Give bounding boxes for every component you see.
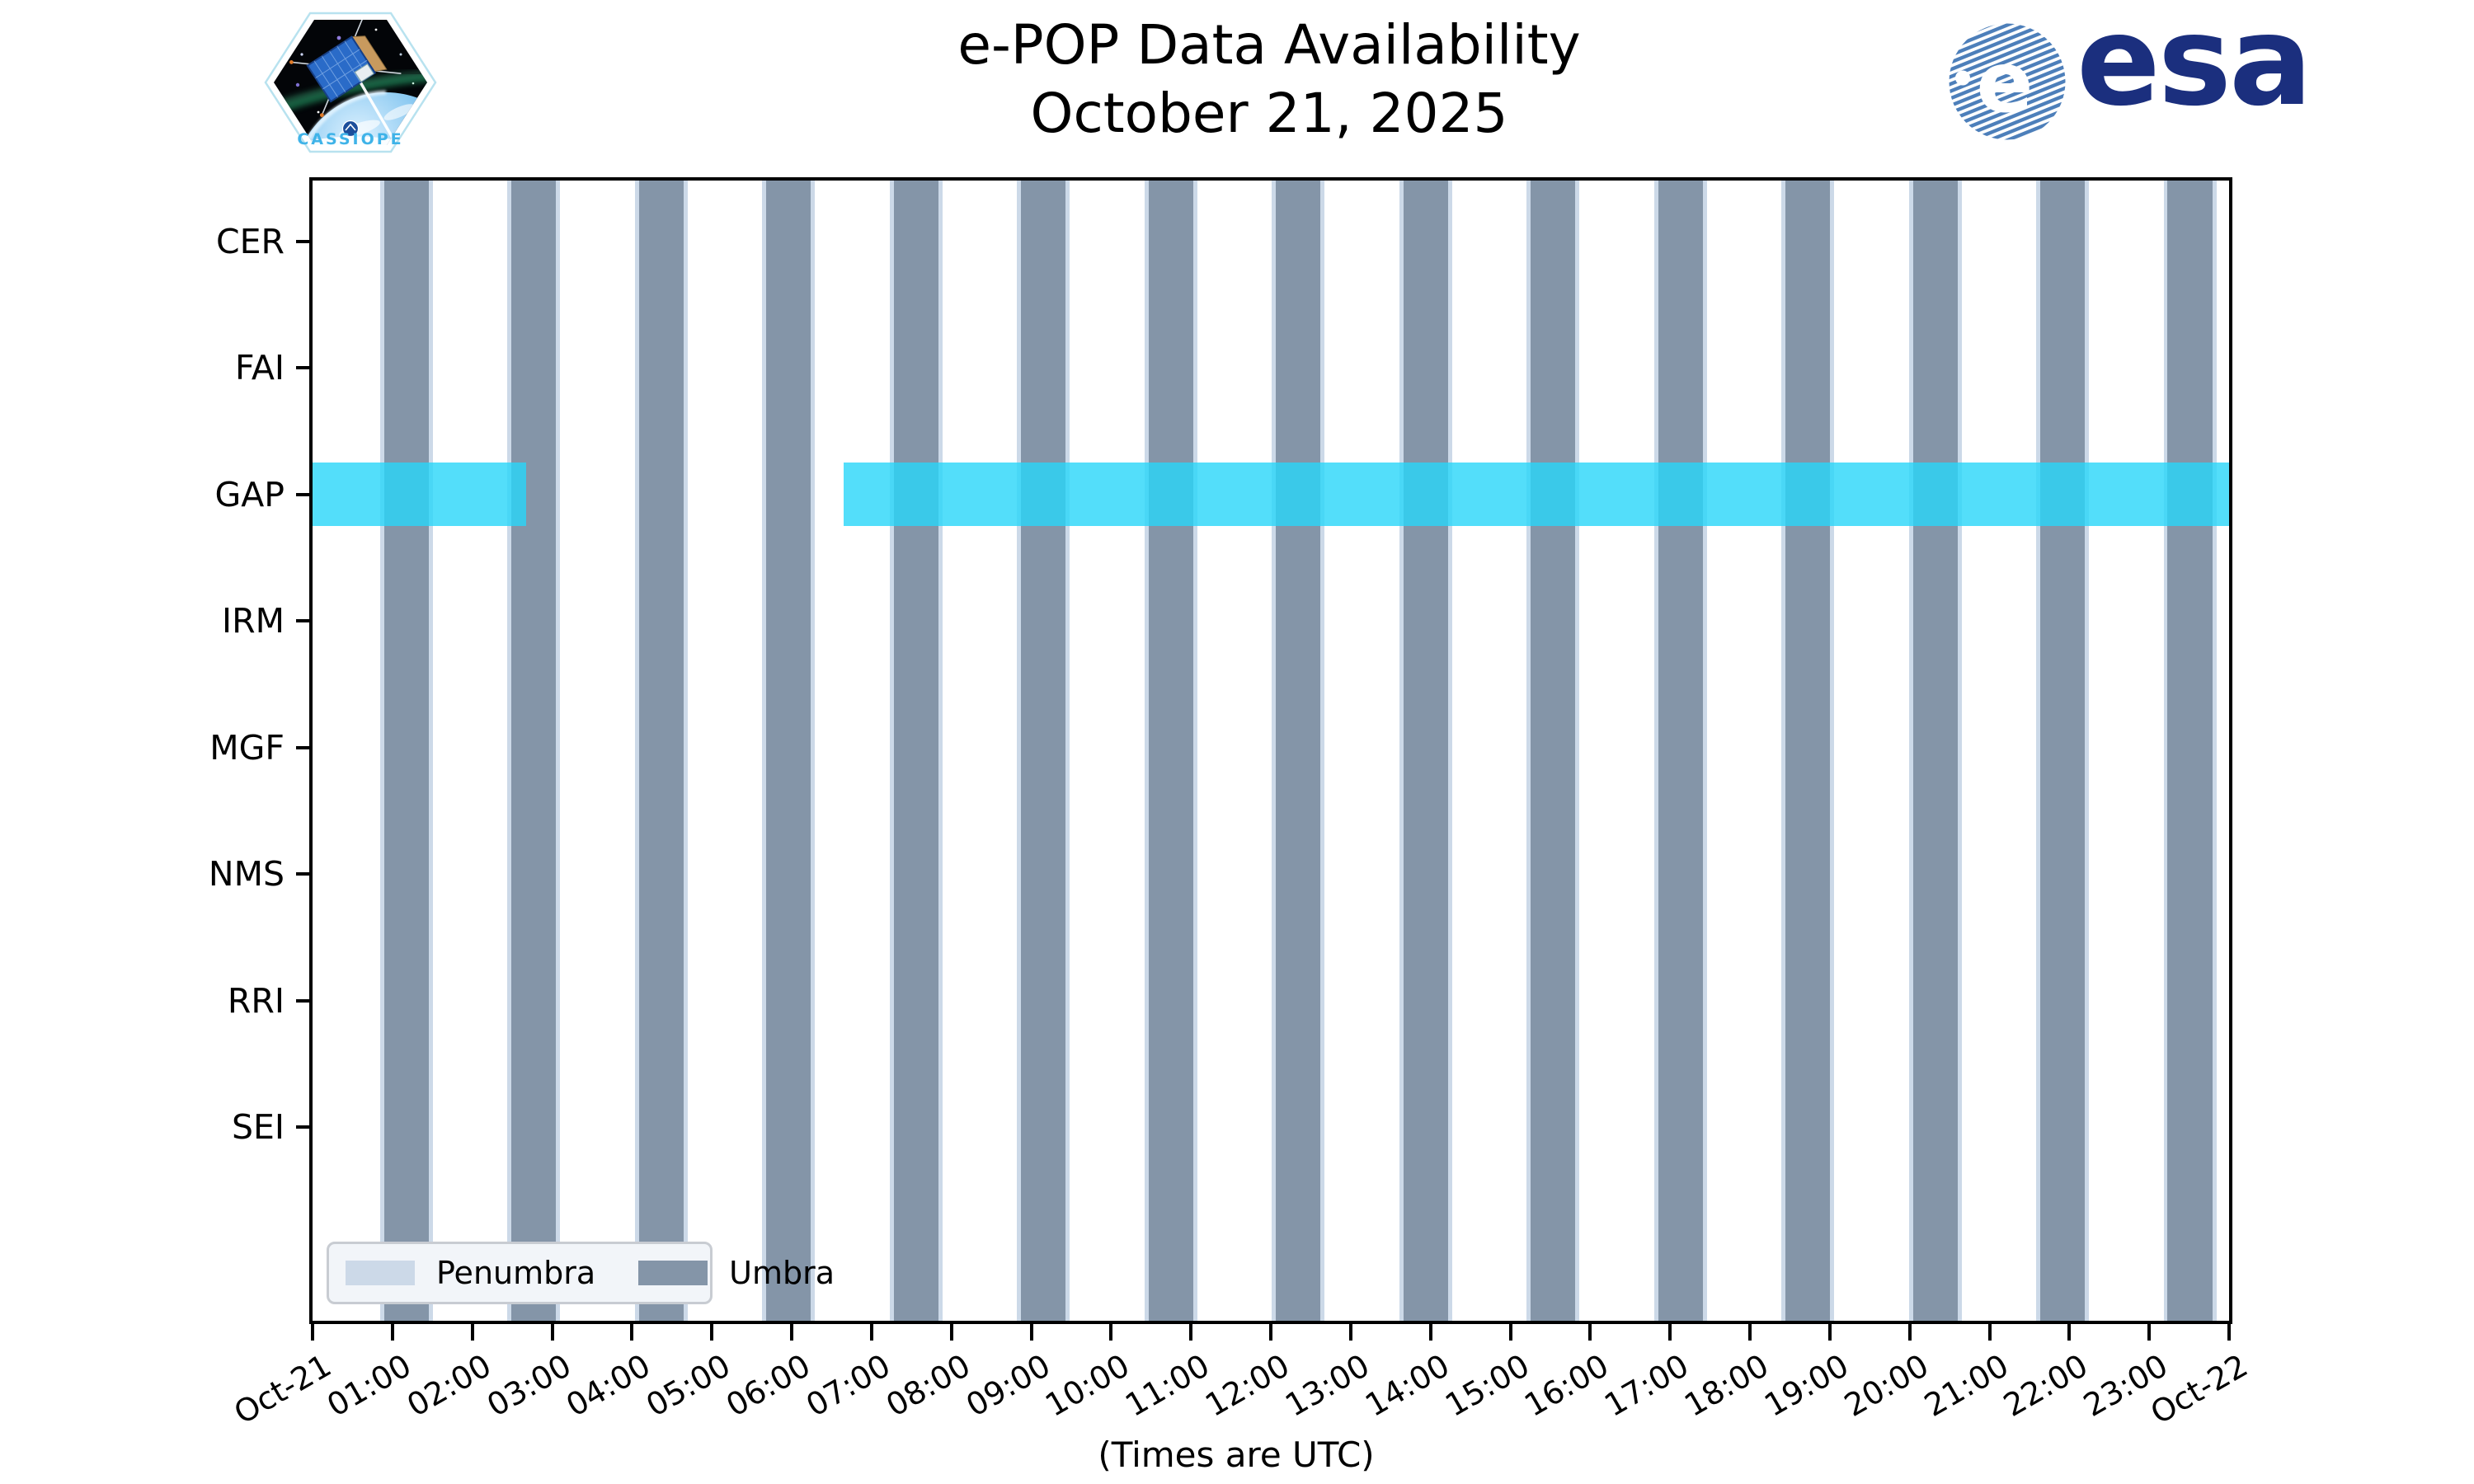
x-tick-label: 07:00 <box>799 1347 896 1424</box>
umbra-bar <box>1403 181 1448 1321</box>
x-tick <box>1508 1324 1512 1341</box>
x-tick-label: 17:00 <box>1598 1347 1696 1424</box>
x-tick <box>1428 1324 1432 1341</box>
umbra-bar <box>511 181 557 1321</box>
x-tick <box>1987 1324 1992 1341</box>
x-tick-label: 20:00 <box>1837 1347 1935 1424</box>
x-tick-label: 02:00 <box>400 1347 497 1424</box>
y-tick <box>296 1125 309 1129</box>
y-tick <box>296 619 309 623</box>
x-tick-label: 01:00 <box>320 1347 417 1424</box>
y-tick-label: RRI <box>227 980 285 1021</box>
x-tick <box>1588 1324 1592 1341</box>
x-tick <box>550 1324 554 1341</box>
x-tick <box>630 1324 634 1341</box>
x-tick <box>1109 1324 1113 1341</box>
umbra-bar <box>1658 181 1703 1321</box>
umbra-bar <box>1530 181 1575 1321</box>
x-tick-label: Oct-21 <box>228 1347 337 1431</box>
x-tick <box>1748 1324 1752 1341</box>
penumbra-legend-swatch <box>346 1261 415 1285</box>
x-tick-label: 05:00 <box>640 1347 737 1424</box>
x-tick <box>1348 1324 1352 1341</box>
x-tick-label: 19:00 <box>1757 1347 1855 1424</box>
y-tick <box>296 240 309 243</box>
x-tick-label: 11:00 <box>1119 1347 1216 1424</box>
y-tick <box>296 492 309 496</box>
y-tick-label: CER <box>215 222 285 261</box>
x-tick-label: 10:00 <box>1039 1347 1136 1424</box>
esa-logo: e esa <box>1948 0 2443 158</box>
x-tick-label: 03:00 <box>480 1347 577 1424</box>
x-tick <box>1907 1324 1912 1341</box>
page-title: e-POP Data Availability October 21, 2025 <box>957 12 1580 148</box>
y-tick <box>296 998 309 1003</box>
x-tick <box>2227 1324 2231 1341</box>
y-tick <box>296 745 309 749</box>
x-tick-label: 14:00 <box>1358 1347 1456 1424</box>
umbra-bar <box>1912 181 1958 1321</box>
x-tick-label: 12:00 <box>1199 1347 1296 1424</box>
x-tick <box>1029 1324 1033 1341</box>
gap-availability-bar <box>313 463 526 527</box>
cassiope-mission-patch: CASSIOPE <box>261 5 440 163</box>
esa-globe-icon: e <box>1949 23 2066 140</box>
umbra-bar <box>1020 181 1066 1321</box>
x-tick <box>1269 1324 1272 1341</box>
x-tick <box>710 1324 714 1341</box>
x-tick-label: 18:00 <box>1678 1347 1775 1424</box>
x-tick <box>1827 1324 1832 1341</box>
x-tick-label: 16:00 <box>1518 1347 1616 1424</box>
umbra-legend-swatch <box>638 1261 708 1285</box>
y-tick-label: GAP <box>214 474 285 514</box>
title-line-2: October 21, 2025 <box>1030 81 1508 145</box>
y-tick-label: IRM <box>222 601 285 641</box>
x-tick <box>869 1324 873 1341</box>
x-axis-caption: (Times are UTC) <box>1098 1435 1375 1475</box>
x-tick <box>1668 1324 1672 1341</box>
x-tick <box>1189 1324 1193 1341</box>
x-tick <box>2067 1324 2072 1341</box>
legend: Penumbra Umbra <box>327 1242 835 1304</box>
cassiope-patch-icon: CASSIOPE <box>264 12 437 153</box>
umbra-bar <box>2167 181 2213 1321</box>
x-tick-label: 04:00 <box>560 1347 657 1424</box>
x-tick-label: 06:00 <box>720 1347 816 1424</box>
x-tick-label: 21:00 <box>1917 1347 2015 1424</box>
x-tick <box>790 1324 793 1341</box>
y-tick-label: MGF <box>209 727 285 768</box>
x-tick <box>2147 1324 2152 1341</box>
x-tick-label: 22:00 <box>1997 1347 2095 1424</box>
umbra-legend-label: Umbra <box>729 1255 835 1291</box>
title-line-1: e-POP Data Availability <box>957 13 1581 77</box>
umbra-bar <box>1148 181 1194 1321</box>
y-tick-label: NMS <box>208 854 285 895</box>
y-tick-label: FAI <box>235 348 285 388</box>
y-tick <box>296 872 309 876</box>
cassiope-patch-label: CASSIOPE <box>297 130 403 148</box>
umbra-bar <box>2039 181 2085 1321</box>
umbra-bar <box>1275 181 1321 1321</box>
penumbra-legend-label: Penumbra <box>436 1255 596 1291</box>
x-tick-label: 13:00 <box>1278 1347 1376 1424</box>
umbra-bar <box>1785 181 1830 1321</box>
gap-availability-bar <box>843 463 2229 527</box>
x-tick-label: 08:00 <box>879 1347 976 1424</box>
y-tick <box>296 366 309 370</box>
esa-wordmark: esa <box>2077 0 2312 134</box>
umbra-bar <box>766 181 811 1321</box>
plot-area <box>309 177 2232 1324</box>
x-tick-label: 15:00 <box>1438 1347 1536 1424</box>
umbra-bar <box>639 181 684 1321</box>
x-tick <box>311 1324 314 1341</box>
x-tick-label: 09:00 <box>959 1347 1056 1424</box>
umbra-bar <box>893 181 939 1321</box>
y-tick-label: SEI <box>231 1107 285 1147</box>
esa-globe-e: e <box>1976 34 2033 132</box>
x-tick <box>949 1324 953 1341</box>
x-tick <box>390 1324 394 1341</box>
x-tick <box>470 1324 474 1341</box>
umbra-bar <box>384 181 430 1321</box>
